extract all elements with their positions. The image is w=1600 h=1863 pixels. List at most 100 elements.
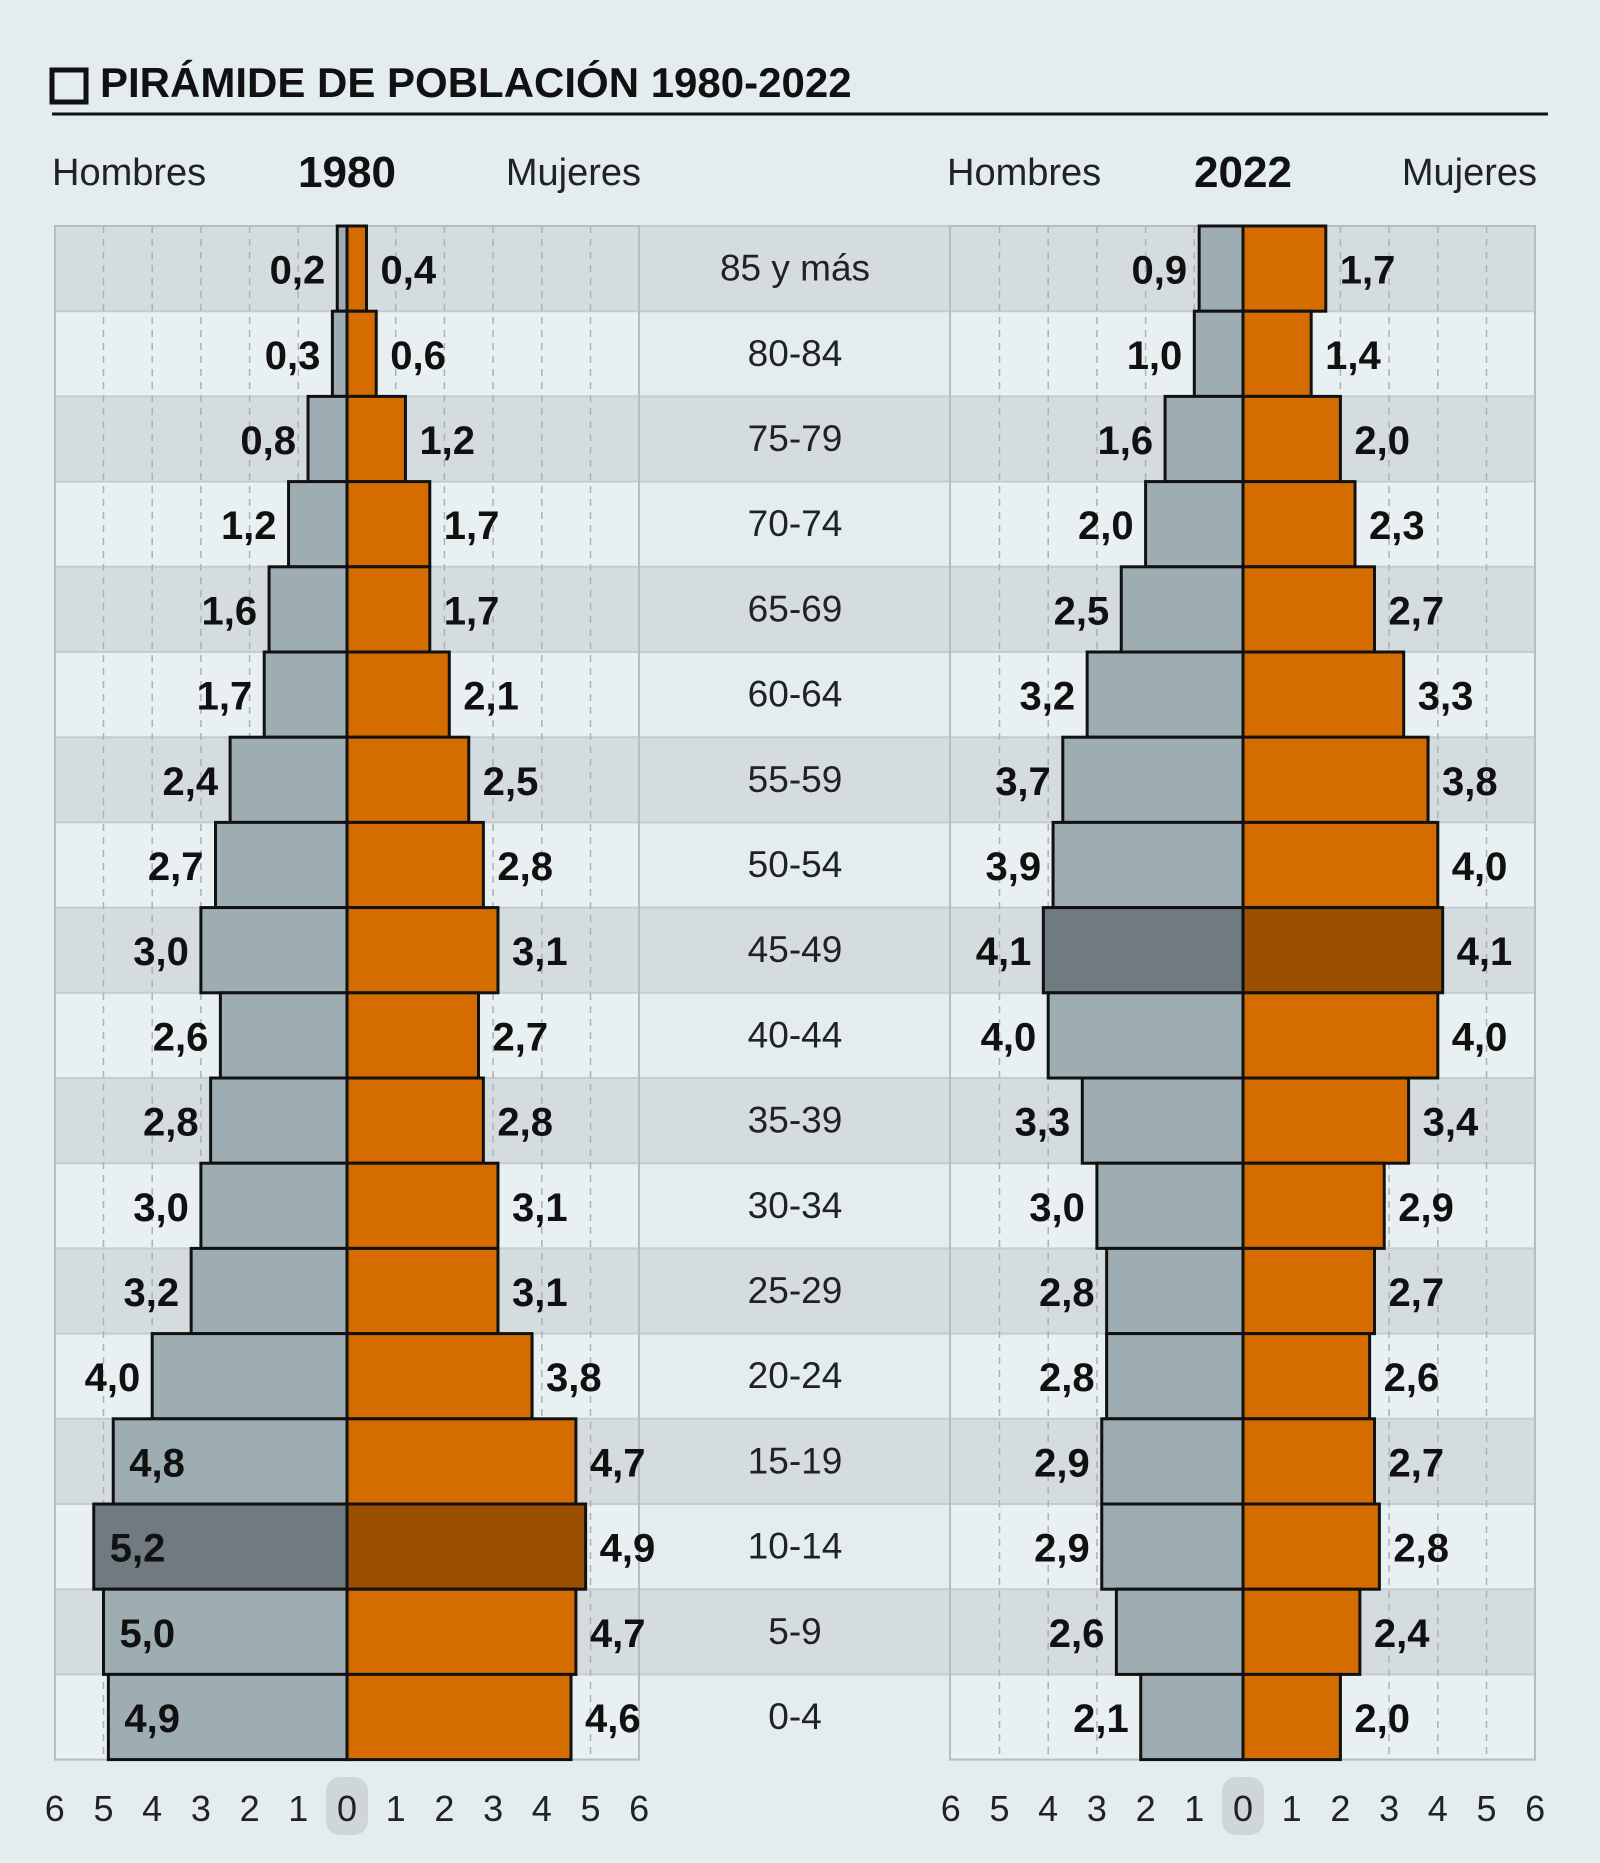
bar-women [345, 1246, 500, 1336]
value-label-women: 4,0 [1452, 845, 1508, 889]
age-group-label: 55-59 [748, 759, 843, 800]
value-label-women: 4,9 [600, 1527, 656, 1571]
value-label-women: 2,0 [1354, 419, 1410, 463]
value-label-men: 2,6 [1049, 1612, 1105, 1656]
age-group-label: 70-74 [748, 503, 843, 544]
value-label-women: 4,7 [590, 1441, 646, 1485]
bar-women [345, 1161, 500, 1250]
value-label-women: 1,7 [444, 589, 500, 633]
value-label-women: 2,7 [1388, 1441, 1444, 1485]
bar-women [1241, 1502, 1381, 1591]
value-label-men: 4,0 [981, 1015, 1037, 1059]
bar-women [1241, 735, 1430, 824]
bar-women [1241, 1587, 1362, 1676]
x-tick-label: 2 [1136, 1788, 1156, 1829]
value-label-men: 2,7 [148, 845, 204, 889]
year-label: 1980 [298, 148, 396, 197]
age-group-label: 15-19 [748, 1440, 843, 1481]
bar-men [1163, 394, 1245, 484]
bar-men [1144, 480, 1245, 569]
bar-men [92, 1502, 349, 1591]
x-tick-label: 2 [1330, 1788, 1350, 1829]
x-tick-label: 4 [1038, 1788, 1058, 1829]
value-label-women: 1,2 [419, 419, 475, 463]
bar-men [1139, 1672, 1245, 1762]
bar-men [1085, 650, 1245, 739]
age-group-label: 25-29 [748, 1270, 843, 1311]
value-label-women: 2,0 [1354, 1697, 1410, 1741]
value-label-women: 1,7 [444, 504, 500, 548]
value-label-men: 3,9 [985, 845, 1041, 889]
x-tick-label: 6 [941, 1788, 961, 1829]
pyramid-panel-1980: Hombres 1980 Mujeres 0,2 0,4 0,3 0,6 0,8 1,2 1,2 1… [45, 148, 655, 1835]
x-tick-label: 1 [386, 1788, 406, 1829]
women-label: Mujeres [1402, 152, 1537, 194]
value-label-women: 2,8 [1393, 1527, 1449, 1571]
value-label-women: 2,1 [463, 675, 519, 719]
bar-men [306, 394, 349, 484]
x-tick-label: 1 [288, 1788, 308, 1829]
age-group-label: 30-34 [748, 1185, 843, 1226]
age-group-label: 80-84 [748, 333, 843, 374]
value-label-men: 3,3 [1015, 1101, 1071, 1145]
value-label-men: 0,9 [1132, 249, 1188, 293]
value-label-men: 2,8 [1039, 1356, 1095, 1400]
value-label-women: 4,0 [1452, 1015, 1508, 1059]
value-label-men: 2,5 [1054, 589, 1110, 633]
x-tick-label: 3 [483, 1788, 503, 1829]
zero-tick-highlight [1222, 1777, 1264, 1835]
bar-men [111, 1417, 349, 1506]
bar-men [199, 906, 349, 995]
value-label-women: 2,9 [1398, 1186, 1454, 1230]
bar-women [345, 565, 432, 654]
women-label: Mujeres [506, 152, 641, 194]
bar-men [1061, 735, 1245, 824]
age-group-label: 10-14 [748, 1526, 843, 1567]
bar-women [1241, 1076, 1411, 1165]
bar-men [1046, 991, 1245, 1080]
value-label-women: 0,4 [380, 249, 436, 293]
bar-men [1095, 1161, 1245, 1250]
bar-women [345, 309, 378, 398]
bar-men [1114, 1587, 1245, 1676]
bar-women [1241, 991, 1440, 1080]
value-label-men: 3,0 [133, 930, 189, 974]
age-group-label: 85 y más [720, 248, 870, 289]
value-label-men: 2,4 [163, 760, 219, 804]
bar-women [345, 1076, 485, 1165]
x-tick-label: 1 [1184, 1788, 1204, 1829]
bar-women [1241, 820, 1440, 910]
bar-men [218, 991, 349, 1080]
zero-tick-highlight [326, 1777, 368, 1835]
age-group-label: 50-54 [748, 844, 843, 885]
x-tick-label: 2 [434, 1788, 454, 1829]
x-tick-label: 4 [532, 1788, 552, 1829]
x-tick-label: 5 [93, 1788, 113, 1829]
men-label: Hombres [52, 152, 206, 194]
x-tick-label: 4 [1428, 1788, 1448, 1829]
value-label-men: 1,2 [221, 504, 277, 548]
value-label-women: 3,8 [546, 1356, 602, 1400]
age-group-label: 20-24 [748, 1355, 843, 1396]
value-label-women: 4,6 [585, 1697, 641, 1741]
bar-women [1241, 1246, 1376, 1336]
bar-women [345, 650, 451, 739]
bar-women [1241, 1417, 1376, 1506]
bar-men [1192, 309, 1245, 398]
bar-men [150, 1332, 349, 1421]
value-label-women: 2,7 [492, 1015, 548, 1059]
bar-women [1241, 224, 1328, 313]
value-label-women: 1,7 [1340, 249, 1396, 293]
value-label-women: 2,5 [483, 760, 539, 804]
value-label-men: 3,2 [1020, 675, 1076, 719]
value-label-men: 4,1 [976, 930, 1032, 974]
value-label-women: 4,1 [1457, 930, 1513, 974]
value-label-women: 3,8 [1442, 760, 1498, 804]
value-label-men: 1,6 [1097, 419, 1153, 463]
bar-women [345, 394, 407, 484]
x-tick-label: 5 [580, 1788, 600, 1829]
value-label-women: 2,8 [497, 1101, 553, 1145]
age-group-label: 65-69 [748, 588, 843, 629]
value-label-women: 3,1 [512, 930, 568, 974]
